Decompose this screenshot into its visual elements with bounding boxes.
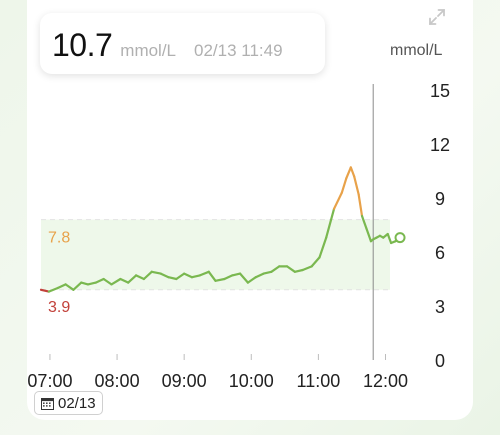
series-segment [72,281,83,291]
series-segment [357,193,364,218]
x-tick-label: 09:00 [162,371,207,391]
y-tick-label: 9 [435,189,445,209]
reading-time: 02/13 11:49 [194,41,283,60]
y-tick-label: 3 [435,297,445,317]
series-segment [110,277,122,286]
series-segment [310,256,321,268]
target-range-band [41,219,390,290]
series-segment [340,177,348,194]
series-segment [254,272,265,279]
series-segment [198,270,210,277]
series-segment [94,277,105,284]
series-segment [318,236,328,259]
series-segment [349,166,356,178]
series-segment [386,232,393,245]
x-tick-label: 08:00 [95,371,140,391]
latest-point-marker [394,232,406,244]
series-segment [301,265,313,272]
series-segment [190,274,201,279]
date-selector-button[interactable]: 02/13 [34,391,103,415]
glucose-value: 10.7 [52,27,113,63]
series-segment [365,227,373,243]
series-segment [175,272,186,281]
series-segment [238,272,250,284]
series-segment [47,286,59,293]
series-segment [159,272,170,279]
series-segment [134,274,146,281]
series-segment [285,265,296,273]
series-segment [325,207,336,239]
calendar-icon [41,397,54,410]
glucose-unit: mmol/L [120,41,177,60]
series-segment [86,281,97,286]
series-segment [262,270,273,275]
series-segment [80,281,90,286]
date-chip-label: 02/13 [58,394,96,412]
series-segment [246,276,257,284]
y-tick-label: 0 [435,351,445,371]
series-segment [223,274,234,281]
series-segment [39,288,50,293]
y-tick-label: 6 [435,243,445,263]
series-segment [360,214,368,230]
series-segment [231,272,242,277]
series-segment [345,166,352,180]
series-segment [167,276,178,281]
series-segment [150,270,162,275]
y-axis-unit: mmol/L [390,42,443,59]
series-segment [183,272,194,279]
series-segment [56,283,67,290]
target-high-label: 7.8 [48,230,70,247]
series-segment [214,277,226,282]
series-segment [270,265,281,273]
current-reading-panel: 10.7 mmol/L 02/13 11:49 [40,13,325,74]
series-segment [119,277,130,284]
x-tick-label: 12:00 [363,371,408,391]
series-segment [293,268,304,273]
series-segment [127,274,138,284]
x-tick-label: 07:00 [27,371,72,391]
series-segment [332,191,343,210]
series-segment [102,277,113,286]
target-low-label: 3.9 [48,299,70,316]
x-tick-label: 10:00 [229,371,274,391]
expand-arrows-icon[interactable] [426,6,448,28]
series-segment [64,283,75,291]
y-tick-label: 15 [430,81,450,101]
series-segment [207,270,217,282]
y-tick-label: 12 [430,135,450,155]
series-segment [142,270,153,281]
series-segment [353,175,360,196]
x-tick-label: 11:00 [297,371,341,391]
